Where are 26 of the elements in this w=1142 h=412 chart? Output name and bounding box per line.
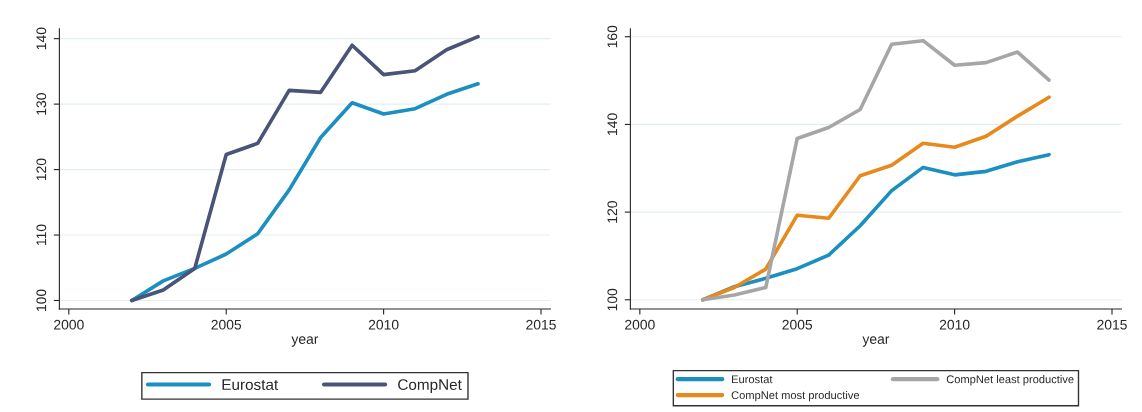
x-axis-title: year	[291, 336, 319, 347]
y-tick-label: 160	[607, 25, 618, 48]
y-tick-label: 140	[36, 27, 47, 50]
legend-label: CompNet least productive	[946, 375, 1074, 386]
x-tick-label: 2000	[54, 319, 84, 330]
x-tick-label: 2005	[782, 319, 813, 330]
y-tick-label: 100	[36, 289, 47, 312]
x-axis-title: year	[862, 336, 890, 347]
x-tick-label: 2010	[368, 319, 399, 330]
y-tick-label: 100	[607, 288, 618, 311]
x-tick-label: 2015	[1097, 319, 1127, 330]
x-tick-label: 2010	[939, 319, 970, 330]
legend-label: CompNet most productive	[731, 390, 860, 402]
legend-label: Eurostat	[222, 379, 279, 390]
y-tick-label: 120	[36, 158, 47, 181]
y-tick-label: 130	[36, 93, 47, 115]
y-tick-label: 120	[607, 201, 618, 223]
line-series	[129, 34, 480, 303]
x-tick-label: 2005	[211, 319, 242, 330]
legend-label: CompNet	[398, 379, 462, 394]
legend-label: Eurostat	[732, 375, 773, 384]
x-tick-label: 2015	[526, 319, 556, 330]
y-tick-label: 140	[607, 113, 618, 135]
y-tick-label: 110	[36, 224, 47, 246]
line-series	[700, 38, 1051, 302]
x-tick-label: 2000	[625, 319, 655, 330]
